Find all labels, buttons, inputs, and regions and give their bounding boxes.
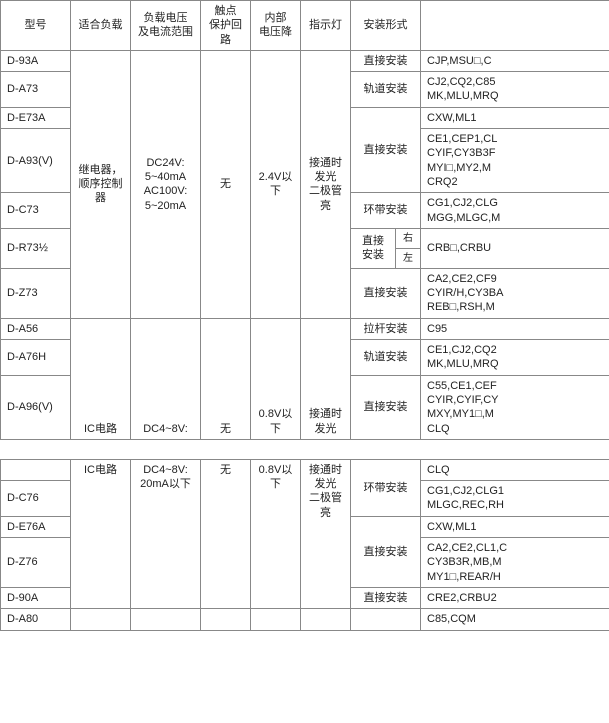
cell-model: D-C76: [1, 481, 71, 517]
cell-last: CE1,CJ2,CQ2MK,MLU,MRQ: [421, 340, 609, 376]
table-row: D-A56 IC电路 DC4~8V: 无 0.8V以下 接通时发光 拉杆安装 C…: [1, 318, 609, 339]
cell-volt: DC24V:5~40mAAC100V:5~20mA: [131, 50, 201, 318]
h-model: 型号: [1, 1, 71, 51]
h-last: [421, 1, 609, 51]
cell-model: D-A80: [1, 609, 71, 630]
cell-mount: 轨道安装: [351, 340, 421, 376]
cell-mount: [351, 609, 421, 630]
cell-model: D-E76A: [1, 516, 71, 537]
cell-last: C85,CQM: [421, 609, 609, 630]
cell-model: D-A96(V): [1, 375, 71, 439]
cell-led: [301, 609, 351, 630]
table-row: D-93A 继电器，顺序控制器 DC24V:5~40mAAC100V:5~20m…: [1, 50, 609, 71]
cell-volt: [131, 609, 201, 630]
cell-last: CG1,CJ2,CLGMGG,MLGC,M: [421, 193, 609, 229]
h-load: 适合负载: [71, 1, 131, 51]
cell-model: D-Z73: [1, 268, 71, 318]
cell-last: CJP,MSU□,C: [421, 50, 609, 71]
cell-mount: 直接安装: [351, 107, 421, 192]
cell-drop: 2.4V以下: [251, 50, 301, 318]
h-volt: 负载电压及电流范围: [131, 1, 201, 51]
cell-mount: 直接安装: [351, 587, 421, 608]
cell-last: CA2,CE2,CF9CYIR/H,CY3BAREB□,RSH,M: [421, 268, 609, 318]
table-row: D-A80 C85,CQM: [1, 609, 609, 630]
section-gap: [1, 439, 609, 459]
cell-model: D-A76H: [1, 340, 71, 376]
cell-model: D-93A: [1, 50, 71, 71]
cell-mount-right: 右: [396, 228, 421, 248]
cell-drop: [251, 609, 301, 630]
cell-volt: DC4~8V:: [131, 318, 201, 439]
spec-table: 型号 适合负载 负载电压及电流范围 触点保护回路 内部电压降 指示灯 安装形式 …: [0, 0, 609, 631]
cell-load: 继电器，顺序控制器: [71, 50, 131, 318]
cell-mount: 拉杆安装: [351, 318, 421, 339]
cell-model: D-C73: [1, 193, 71, 229]
cell-last: CLQ: [421, 459, 609, 480]
cell-last: CRB□,CRBU: [421, 228, 609, 268]
cell-mount: 直接安装: [351, 375, 421, 439]
cell-model: D-E73A: [1, 107, 71, 128]
cell-protect: 无: [201, 50, 251, 318]
cell-load: [71, 609, 131, 630]
cell-last: CXW,ML1: [421, 516, 609, 537]
cell-model: D-R73½: [1, 228, 71, 268]
cell-last: CJ2,CQ2,C85MK,MLU,MRQ: [421, 72, 609, 108]
cell-mount: 环带安装: [351, 459, 421, 516]
cell-last: C55,CE1,CEFCYIR,CYIF,CYMXY,MY1□,MCLQ: [421, 375, 609, 439]
cell-mount: 直接安装: [351, 268, 421, 318]
cell-drop: 0.8V以下: [251, 459, 301, 608]
cell-mount-left: 左: [396, 248, 421, 268]
cell-last: CRE2,CRBU2: [421, 587, 609, 608]
cell-model: [1, 459, 71, 480]
cell-model: D-Z76: [1, 538, 71, 588]
cell-last: CXW,ML1: [421, 107, 609, 128]
cell-mount: 轨道安装: [351, 72, 421, 108]
cell-last: CE1,CEP1,CLCYIF,CY3B3FMYI□,MY2,MCRQ2: [421, 129, 609, 193]
cell-mount-main: 直接安装: [351, 228, 396, 268]
cell-protect: 无: [201, 318, 251, 439]
cell-load: IC电路: [71, 318, 131, 439]
cell-protect: 无: [201, 459, 251, 608]
h-protect: 触点保护回路: [201, 1, 251, 51]
cell-led: 接通时发光二极管亮: [301, 50, 351, 318]
cell-load: IC电路: [71, 459, 131, 608]
h-drop: 内部电压降: [251, 1, 301, 51]
cell-model: D-A93(V): [1, 129, 71, 193]
cell-mount: 直接安装: [351, 516, 421, 587]
cell-model: D-A73: [1, 72, 71, 108]
cell-last: CG1,CJ2,CLG1MLGC,REC,RH: [421, 481, 609, 517]
cell-last: CA2,CE2,CL1,CCY3B3R,MB,MMY1□,REAR/H: [421, 538, 609, 588]
cell-model: D-90A: [1, 587, 71, 608]
cell-protect: [201, 609, 251, 630]
cell-drop: 0.8V以下: [251, 318, 301, 439]
cell-mount: 环带安装: [351, 193, 421, 229]
cell-model: D-A56: [1, 318, 71, 339]
cell-volt: DC4~8V:20mA以下: [131, 459, 201, 608]
cell-last: C95: [421, 318, 609, 339]
cell-led: 接通时发光: [301, 318, 351, 439]
h-mount: 安装形式: [351, 1, 421, 51]
cell-mount: 直接安装: [351, 50, 421, 71]
table-row: IC电路 DC4~8V:20mA以下 无 0.8V以下 接通时发光二极管亮 环带…: [1, 459, 609, 480]
h-led: 指示灯: [301, 1, 351, 51]
cell-led: 接通时发光二极管亮: [301, 459, 351, 608]
header-row: 型号 适合负载 负载电压及电流范围 触点保护回路 内部电压降 指示灯 安装形式: [1, 1, 609, 51]
